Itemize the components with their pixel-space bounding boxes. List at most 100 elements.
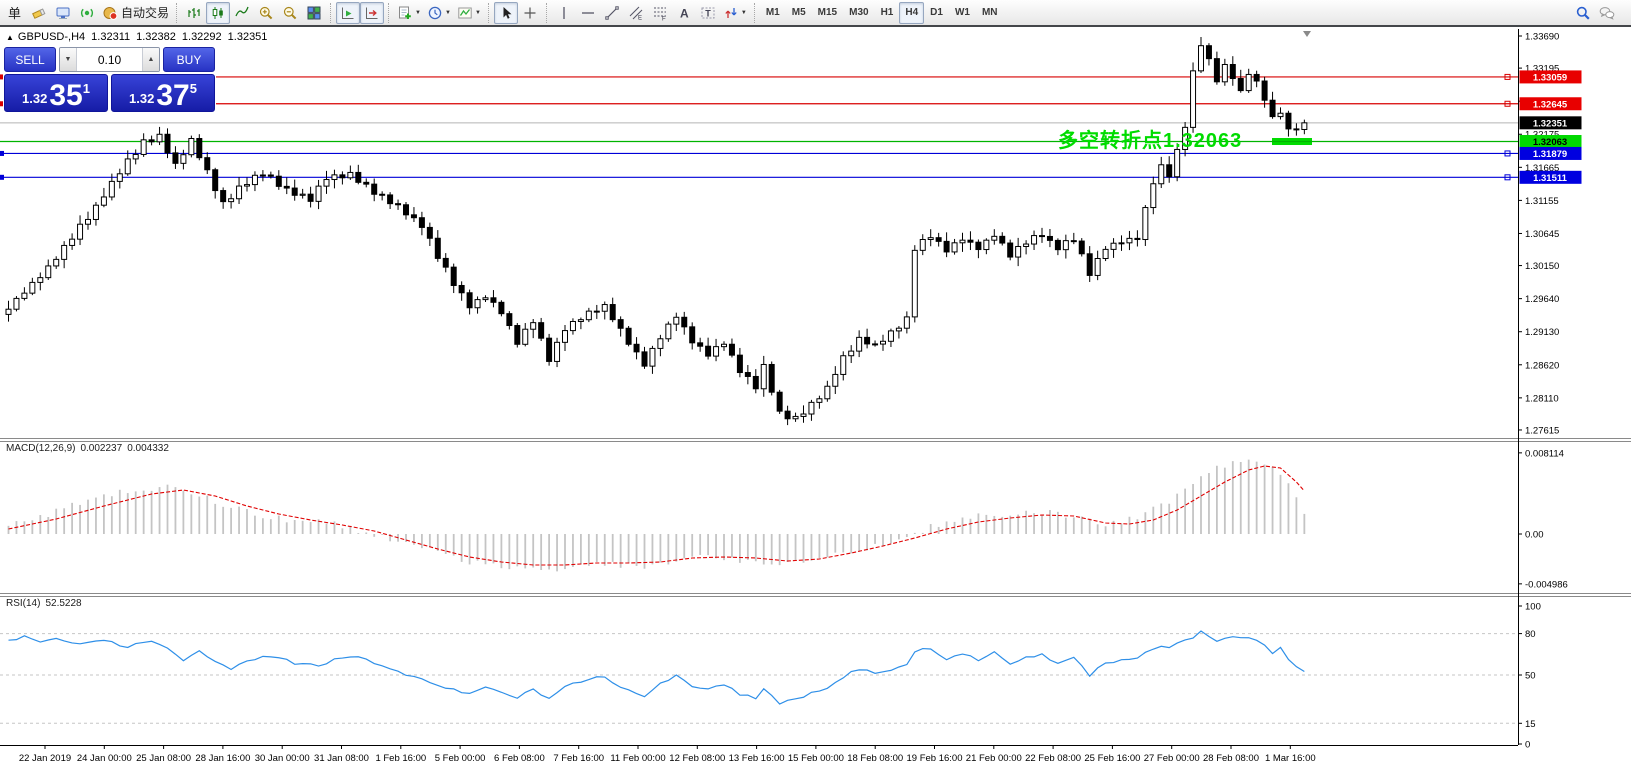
- vertical-line-button[interactable]: [552, 2, 576, 24]
- svg-text:1.28620: 1.28620: [1525, 360, 1559, 371]
- svg-text:1.31879: 1.31879: [1533, 149, 1567, 160]
- text-label-button[interactable]: T: [696, 2, 720, 24]
- svg-text:1.29640: 1.29640: [1525, 294, 1559, 305]
- indicator-icon: [458, 7, 472, 18]
- chat-icon: [1599, 6, 1615, 20]
- eraser-button[interactable]: [27, 2, 51, 24]
- svg-text:18 Feb 08:00: 18 Feb 08:00: [847, 753, 903, 764]
- macd-main-value: 0.002237: [80, 443, 123, 454]
- svg-text:21 Feb 00:00: 21 Feb 00:00: [966, 753, 1022, 764]
- new-order-button[interactable]: 单: [2, 2, 27, 24]
- svg-text:30 Jan 00:00: 30 Jan 00:00: [255, 753, 310, 764]
- sell-price-prefix: 1.32: [22, 91, 48, 106]
- ohlc-low: 1.32292: [181, 31, 222, 43]
- sell-button[interactable]: SELL: [4, 47, 56, 72]
- svg-text:28 Feb 08:00: 28 Feb 08:00: [1203, 753, 1259, 764]
- macd-pane-label: MACD(12,26,9) 0.002237 0.004332: [6, 443, 169, 454]
- chart-title: ▲ GBPUSD-,H4 1.32311 1.32382 1.32292 1.32351: [6, 31, 267, 43]
- svg-text:1.33195: 1.33195: [1525, 64, 1559, 75]
- svg-text:25 Jan 08:00: 25 Jan 08:00: [136, 753, 191, 764]
- svg-text:1.32063: 1.32063: [1533, 137, 1567, 148]
- zoom-in-button[interactable]: [254, 2, 278, 24]
- equidistant-channel-button[interactable]: E: [624, 2, 648, 24]
- buy-price-big: 37: [156, 78, 190, 112]
- candlestick-chart-button[interactable]: [206, 1, 231, 24]
- zoom-out-button[interactable]: [278, 2, 302, 24]
- auto-scroll-button[interactable]: [336, 1, 361, 24]
- indicators-button[interactable]: ▼: [454, 2, 484, 24]
- signal-button[interactable]: [75, 2, 99, 24]
- pc-icon: [56, 7, 70, 19]
- trendline-button[interactable]: [600, 2, 624, 24]
- auto-trading-button[interactable]: 自动交易: [99, 2, 172, 24]
- ohlc-close: 1.32351: [227, 31, 268, 43]
- buy-price-prefix: 1.32: [129, 91, 155, 106]
- svg-text:100: 100: [1525, 602, 1541, 613]
- arrows-button[interactable]: ▼: [720, 2, 750, 24]
- svg-text:1.33690: 1.33690: [1525, 32, 1559, 43]
- volume-decrease-button[interactable]: ▼: [60, 48, 76, 71]
- timeframe-m1-button[interactable]: M1: [765, 7, 780, 18]
- ohlc-open: 1.32311: [91, 31, 131, 43]
- sell-price[interactable]: 1.32 35 1: [4, 74, 108, 112]
- macd-signal-value: 0.004332: [127, 443, 169, 454]
- collapse-panel-icon[interactable]: ▲: [6, 33, 14, 42]
- timeframe-h1-button[interactable]: H1: [880, 7, 894, 18]
- dropdown-caret-icon[interactable]: ▼: [474, 9, 481, 16]
- fibo-icon: F: [653, 7, 666, 21]
- svg-text:15 Feb 00:00: 15 Feb 00:00: [788, 753, 844, 764]
- toolbar-separator: [545, 2, 548, 23]
- volume-increase-button[interactable]: ▲: [143, 48, 159, 71]
- eraser-icon: [32, 7, 46, 19]
- buy-button[interactable]: BUY: [163, 47, 215, 72]
- crosshair-button[interactable]: [518, 2, 542, 24]
- line-chart-button[interactable]: [230, 2, 254, 24]
- toolbar-separator: [753, 2, 756, 23]
- svg-text:1.31511: 1.31511: [1533, 173, 1568, 184]
- horizontal-line-button[interactable]: [576, 2, 600, 24]
- dropdown-caret-icon[interactable]: ▼: [740, 9, 747, 16]
- timeframe-mn-button[interactable]: MN: [981, 7, 998, 18]
- svg-text:1.31665: 1.31665: [1525, 163, 1559, 174]
- terminal-button[interactable]: [51, 2, 75, 24]
- chart-shift-marker-icon[interactable]: [1303, 31, 1311, 37]
- zoomout-icon: [283, 6, 297, 19]
- tile-windows-button[interactable]: [302, 2, 326, 24]
- svg-text:13 Feb 16:00: 13 Feb 16:00: [729, 753, 785, 764]
- hline-icon: [581, 11, 594, 14]
- rsi-pane-label: RSI(14) 52.5228: [6, 598, 82, 609]
- svg-text:5 Feb 00:00: 5 Feb 00:00: [435, 753, 486, 764]
- clock-icon: [428, 6, 442, 19]
- timeframe-m15-button[interactable]: M15: [817, 7, 838, 18]
- search-button[interactable]: [1571, 2, 1595, 24]
- symbol-period-label: GBPUSD-,H4: [17, 31, 86, 43]
- new-chart-button[interactable]: ▼: [394, 2, 424, 24]
- fibonacci-button[interactable]: F: [648, 2, 672, 24]
- channel-icon: E: [629, 6, 643, 21]
- dropdown-caret-icon[interactable]: ▼: [444, 9, 451, 16]
- svg-text:0.008114: 0.008114: [1525, 448, 1564, 459]
- chart-shift-button[interactable]: [360, 1, 385, 24]
- svg-text:1.27615: 1.27615: [1525, 425, 1559, 436]
- autoscroll-icon: [342, 7, 354, 19]
- text-button[interactable]: A: [672, 2, 696, 24]
- cursor-button[interactable]: [493, 1, 518, 24]
- timeframe-w1-button[interactable]: W1: [954, 7, 970, 18]
- bar-chart-button[interactable]: [182, 2, 206, 24]
- candles-icon: [212, 6, 223, 19]
- svg-text:19 Feb 16:00: 19 Feb 16:00: [907, 753, 963, 764]
- profiles-button[interactable]: ▼: [424, 2, 454, 24]
- new-order-label: 单: [8, 6, 22, 21]
- timeframe-h4-button[interactable]: H4: [899, 1, 925, 24]
- timeframe-d1-button[interactable]: D1: [930, 7, 943, 18]
- chat-button[interactable]: [1595, 2, 1619, 24]
- timeframe-m30-button[interactable]: M30: [849, 7, 869, 18]
- dropdown-caret-icon[interactable]: ▼: [415, 9, 421, 16]
- arrows-icon: [725, 7, 737, 18]
- timeframe-m5-button[interactable]: M5: [791, 7, 806, 18]
- volume-input[interactable]: 0.10: [76, 48, 143, 71]
- svg-text:1.31155: 1.31155: [1525, 196, 1559, 207]
- buy-price[interactable]: 1.32 37 5: [111, 74, 215, 112]
